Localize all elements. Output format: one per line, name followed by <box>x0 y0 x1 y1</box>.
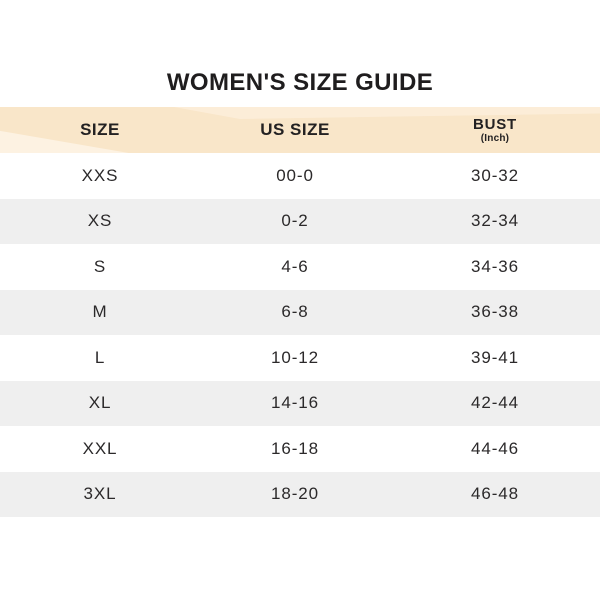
us-size-cell: 10-12 <box>271 347 319 367</box>
bust-cell: 34-36 <box>471 256 519 276</box>
column-header-bust: BUST (Inch) <box>390 115 600 144</box>
size-cell: XXS <box>81 165 119 185</box>
bust-cell: 42-44 <box>471 393 519 413</box>
bust-cell: 30-32 <box>471 165 519 185</box>
table-row-l: L 10-12 39-41 <box>0 335 600 381</box>
size-cell: XL <box>88 393 112 413</box>
us-size-cell: 16-18 <box>271 438 319 458</box>
table-row-m: M 6-8 36-38 <box>0 289 600 335</box>
table-row-xl: XL 14-16 42-44 <box>0 380 600 426</box>
table-row-xxl: XXL 16-18 44-46 <box>0 426 600 472</box>
size-cell: S <box>93 256 107 276</box>
us-size-cell: 18-20 <box>271 484 319 504</box>
table-header-row: SIZE US SIZE BUST (Inch) <box>0 107 600 153</box>
size-guide-table: SIZE US SIZE BUST (Inch) XXS 00-0 30-32 … <box>0 107 600 517</box>
size-cell: XXL <box>82 438 118 458</box>
us-size-cell: 6-8 <box>281 302 309 322</box>
size-cell: M <box>92 302 108 322</box>
table-row-xs: XS 0-2 32-34 <box>0 198 600 244</box>
size-cell: 3XL <box>83 484 117 504</box>
page-title: WOMEN'S SIZE GUIDE <box>166 69 434 96</box>
column-header-bust-label: BUST <box>472 115 518 133</box>
bust-cell: 39-41 <box>471 347 519 367</box>
bust-cell: 36-38 <box>471 302 519 322</box>
us-size-cell: 00-0 <box>276 165 314 185</box>
bust-cell: 44-46 <box>471 438 519 458</box>
size-cell: XS <box>87 211 113 231</box>
column-header-bust-unit: (Inch) <box>480 132 510 144</box>
column-header-size: SIZE <box>80 120 120 139</box>
table-row-s: S 4-6 34-36 <box>0 244 600 290</box>
us-size-cell: 0-2 <box>281 211 309 231</box>
size-cell: L <box>94 347 106 367</box>
bust-cell: 32-34 <box>471 211 519 231</box>
us-size-cell: 4-6 <box>281 256 309 276</box>
table-row-xxs: XXS 00-0 30-32 <box>0 153 600 199</box>
bust-cell: 46-48 <box>471 484 519 504</box>
column-header-us-size: US SIZE <box>260 120 330 139</box>
table-row-3xl: 3XL 18-20 46-48 <box>0 471 600 517</box>
us-size-cell: 14-16 <box>271 393 319 413</box>
